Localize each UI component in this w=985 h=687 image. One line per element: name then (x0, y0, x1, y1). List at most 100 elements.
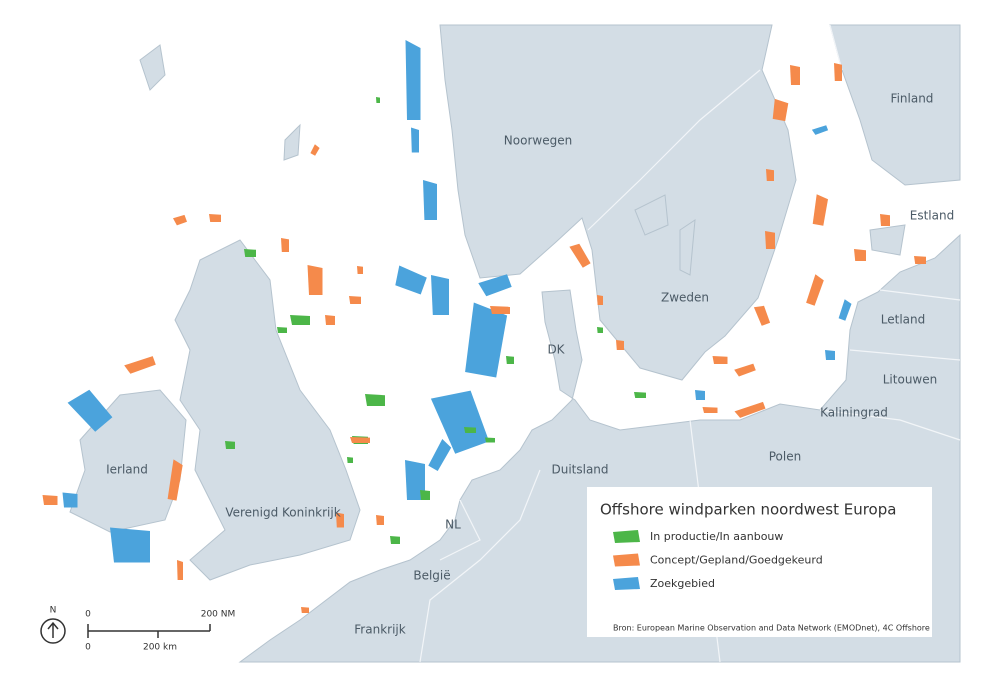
wind-park (67, 389, 113, 432)
wind-park (734, 401, 766, 418)
wind-park (395, 265, 427, 295)
legend-items: In productie/In aanbouw Concept/Gepland/G… (613, 530, 823, 590)
place-label: Estland (910, 209, 954, 223)
wind-park (310, 144, 320, 156)
wind-park (766, 169, 774, 181)
place-label: Verenigd Koninkrijk (225, 506, 340, 520)
wind-park (290, 315, 310, 325)
wind-park (734, 363, 756, 377)
wind-park (244, 249, 256, 257)
place-label: Kaliningrad (820, 406, 888, 420)
wind-park (110, 527, 150, 563)
wind-park (834, 63, 842, 81)
wind-park (376, 97, 380, 103)
wind-park (485, 437, 495, 443)
wind-park (405, 40, 421, 120)
legend-title: Offshore windparken noordwest Europa (600, 501, 896, 519)
wind-park (357, 266, 363, 274)
wind-park (390, 536, 400, 544)
place-label: Duitsland (551, 463, 608, 477)
wind-park (825, 350, 835, 360)
wind-park (569, 243, 591, 268)
wind-park (177, 560, 183, 580)
legend-label: Concept/Gepland/Goedgekeurd (650, 554, 823, 567)
place-label: Ierland (106, 463, 148, 477)
wind-park (209, 214, 221, 222)
wind-park (167, 459, 183, 501)
wind-park (634, 392, 646, 398)
legend-label: In productie/In aanbouw (650, 530, 783, 543)
wind-park (423, 180, 437, 220)
wind-park (465, 302, 508, 378)
legend: Offshore windparken noordwest Europa In … (587, 487, 932, 637)
wind-park (772, 98, 789, 122)
wind-park (811, 125, 829, 135)
wind-park (597, 327, 603, 333)
wind-park (712, 356, 728, 364)
wind-park (506, 356, 514, 364)
north-label: N (50, 606, 57, 616)
north-arrow (47, 621, 59, 638)
wind-park (838, 299, 852, 321)
wind-park (347, 457, 353, 463)
legend-swatch (613, 530, 640, 543)
place-labels: Noorwegen Finland Estland Zweden DK Letl… (106, 92, 954, 637)
wind-park (420, 490, 430, 500)
wind-park (411, 127, 419, 153)
wind-park (880, 214, 890, 226)
legend-label: Zoekgebied (650, 577, 715, 590)
wind-park (376, 515, 384, 525)
wind-park (307, 265, 323, 295)
wind-park (124, 356, 156, 374)
wind-park (365, 394, 385, 406)
scale-label: 0 (85, 610, 91, 620)
wind-park (812, 194, 828, 226)
wind-park (349, 296, 361, 304)
place-label: Zweden (661, 291, 709, 305)
place-label: Litouwen (883, 373, 937, 387)
wind-park (173, 214, 187, 226)
wind-park (281, 238, 289, 252)
wind-park (854, 249, 866, 261)
scale-label: 200 NM (201, 610, 236, 620)
wind-park (336, 512, 344, 528)
wind-parks (42, 40, 926, 613)
wind-park (350, 437, 370, 443)
legend-swatch (613, 553, 640, 567)
wind-park (695, 390, 705, 400)
place-label: Letland (881, 313, 925, 327)
wind-park (702, 407, 718, 413)
place-label: Frankrijk (354, 623, 405, 637)
wind-park (225, 441, 235, 449)
wind-park (62, 492, 78, 508)
place-label: Polen (769, 450, 801, 464)
wind-park (753, 305, 771, 326)
scale-label: 0 (85, 643, 91, 653)
wind-park (806, 274, 824, 306)
legend-swatch (613, 577, 640, 590)
wind-park (790, 65, 800, 85)
wind-park (277, 327, 287, 333)
wind-park (428, 439, 452, 471)
wind-park (490, 306, 510, 314)
place-label: België (413, 569, 450, 583)
place-label: NL (445, 518, 461, 532)
wind-park (478, 274, 512, 297)
wind-park (431, 275, 449, 315)
wind-park (616, 340, 624, 350)
place-label: DK (547, 343, 565, 357)
wind-park (325, 315, 335, 325)
wind-park (765, 231, 775, 249)
source: Bron: European Marine Observation and Da… (613, 624, 930, 633)
wind-park (430, 390, 490, 454)
scale-label: 200 km (143, 643, 177, 653)
wind-park (464, 427, 476, 433)
wind-park (42, 495, 58, 505)
place-label: Finland (891, 92, 934, 106)
north-circle (40, 618, 66, 644)
legend-box (587, 487, 932, 637)
wind-park (597, 295, 603, 305)
wind-park (301, 607, 309, 613)
scale-bar (87, 624, 211, 638)
